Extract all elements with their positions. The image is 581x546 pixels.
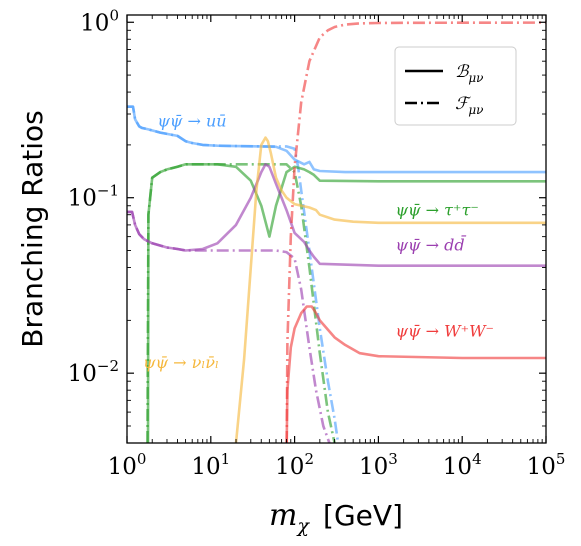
y-tick-label: 10−1: [68, 182, 119, 212]
y-tick-label: 100: [80, 6, 119, 36]
x-tick-label: 101: [191, 450, 230, 480]
channel-annotation: ψψ̄ → τ⁺τ⁻: [396, 201, 479, 220]
channel-annotation: ψψ̄ → uū: [157, 111, 226, 130]
axis-ticks: 100 101 102 103 104 105 100 10−1 10−2: [68, 6, 566, 480]
x-tick-label: 104: [443, 450, 482, 480]
series-layer: [127, 21, 546, 443]
x-axis-title: mχ [GeV]: [269, 498, 403, 537]
legend-label-dashdot: ℱμν: [455, 94, 483, 117]
annotations: ψψ̄ → uū ψψ̄ → τ⁺τ⁻ ψψ̄ → dd̄ ψψ̄ → W⁺W⁻ ψψ̄…: [143, 111, 494, 372]
series-dd-dashdot: [127, 210, 331, 443]
y-axis-title: Branching Ratios: [16, 110, 49, 347]
y-tick-label: 10−2: [68, 357, 119, 387]
legend: ℬμν ℱμν: [394, 46, 517, 126]
x-tick-label: 102: [275, 450, 314, 480]
series-tautau-solid: [146, 163, 546, 443]
x-tick-label: 103: [359, 450, 398, 480]
legend-label-solid: ℬμν: [455, 62, 483, 85]
x-tick-label: 105: [527, 450, 566, 480]
series-nunu-solid: [234, 136, 546, 443]
series-tautau-dashdot: [146, 163, 336, 443]
channel-annotation: ψψ̄ → νₗν̄ₗ: [143, 353, 219, 372]
channel-annotation: ψψ̄ → dd̄: [396, 233, 467, 254]
series-WW-solid: [285, 305, 546, 443]
legend-box: [394, 46, 517, 126]
series-uu-dashdot: [127, 105, 340, 443]
plot-frame: [126, 14, 547, 444]
series-WW-dashdot: [285, 21, 546, 443]
x-tick-label: 100: [108, 450, 147, 480]
channel-annotation: ψψ̄ → W⁺W⁻: [396, 321, 494, 340]
series-dd-solid: [127, 163, 546, 267]
